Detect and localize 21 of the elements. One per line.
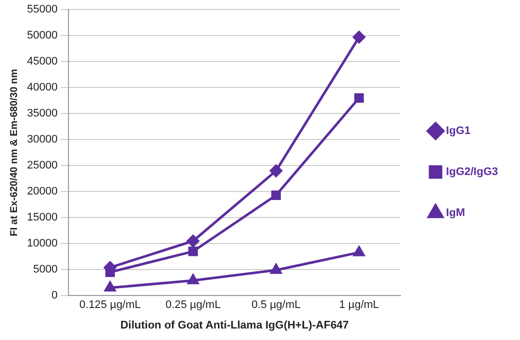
y-tick-label: 50000	[26, 30, 58, 42]
x-tick-label: 1 µg/mL	[339, 299, 380, 312]
y-tick-label: 30000	[26, 134, 58, 146]
y-tick-label: 40000	[26, 82, 58, 94]
y-tick-label: 45000	[26, 56, 58, 68]
x-tick-label: 0.5 µg/mL	[251, 299, 301, 312]
legend-label: IgG1	[446, 125, 470, 138]
x-tick-label: 0.25 µg/mL	[165, 299, 221, 312]
legend-label: IgG2/IgG3	[446, 166, 498, 178]
x-tick-label: 0.125 µg/mL	[79, 299, 141, 312]
y-tick-label: 0	[51, 290, 58, 302]
y-tick-label: 5000	[33, 264, 58, 276]
x-axis-title: Dilution of Goat Anti-Llama IgG(H+L)-AF647	[120, 319, 349, 332]
legend-label: IgM	[446, 207, 465, 220]
y-axis-title: FI at Ex-620/40 nm & Em-680/30 nm	[8, 68, 20, 236]
y-tick-label: 10000	[26, 238, 58, 250]
y-tick-label: 55000	[26, 4, 58, 16]
y-tick-label: 25000	[26, 160, 58, 172]
y-tick-label: 35000	[26, 108, 58, 120]
y-tick-label: 20000	[26, 186, 58, 198]
y-tick-label: 15000	[26, 212, 58, 224]
